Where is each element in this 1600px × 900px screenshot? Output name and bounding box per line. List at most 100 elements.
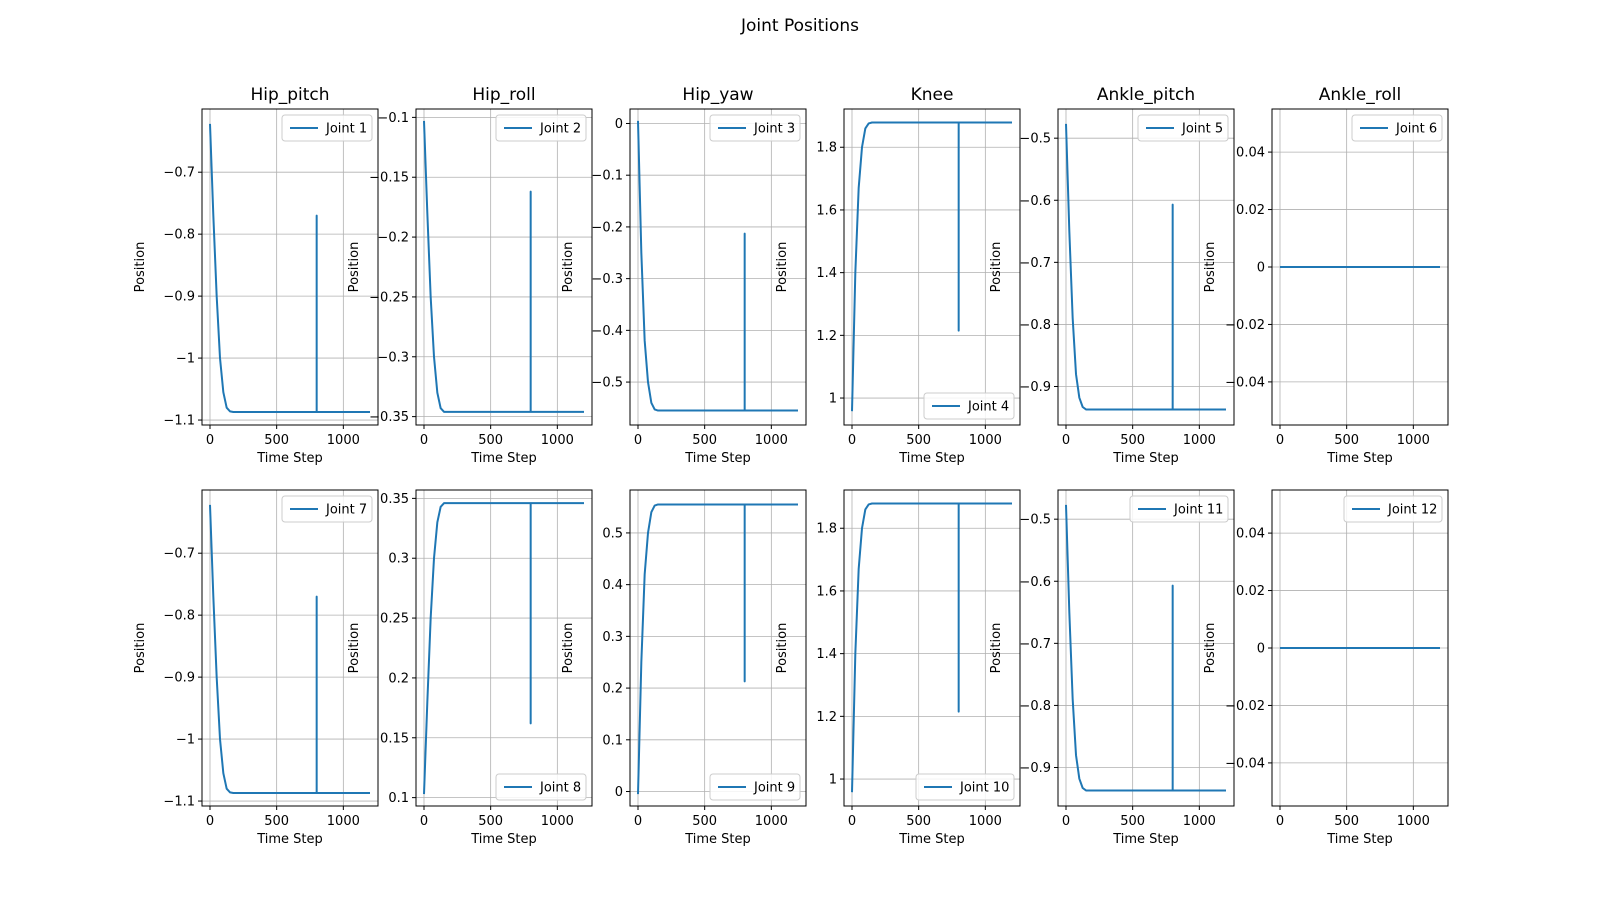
y-tick-label: 0.04 [1236, 527, 1265, 542]
legend: Joint 10 [915, 773, 1015, 801]
subplot-5: 0 500 1000 −0.9 −0.8 −0.7 −0.6 −0.5 Time Step Pos… [989, 85, 1235, 466]
legend-label: Joint 9 [753, 781, 795, 796]
legend-box [1343, 495, 1443, 523]
x-tick-label: 1000 [327, 814, 360, 829]
y-tick-label: −0.9 [163, 671, 195, 686]
x-axis-label: Time Step [684, 832, 751, 847]
x-tick-label: 500 [264, 433, 289, 448]
subplot-4: 0 500 1000 1 1.2 1.4 1.6 1.8 Time Step Position Kn… [775, 85, 1021, 466]
x-tick-label: 0 [420, 814, 428, 829]
x-axis-label: Time Step [684, 451, 751, 466]
y-tick-label: −0.8 [1019, 699, 1051, 714]
y-tick-label: 0 [1257, 261, 1265, 276]
legend-label: Joint 7 [325, 503, 367, 518]
series-line [209, 504, 370, 794]
y-axis-label: Position [561, 242, 576, 293]
y-axis-label: Position [1203, 623, 1218, 674]
x-tick-label: 1000 [1397, 433, 1430, 448]
legend: Joint 9 [709, 773, 801, 801]
y-tick-label: −0.02 [1225, 699, 1265, 714]
legend: Joint 3 [709, 114, 801, 142]
axes-frame [843, 489, 1021, 807]
y-tick-label: −1 [176, 733, 195, 748]
x-tick-label: 0 [1276, 814, 1284, 829]
legend-box [281, 114, 373, 142]
x-axis-label: Time Step [256, 832, 323, 847]
y-tick-label: −0.9 [1019, 761, 1051, 776]
x-tick-label: 1000 [541, 433, 574, 448]
y-tick-label: −0.7 [1019, 256, 1051, 271]
legend-label: Joint 8 [539, 781, 581, 796]
subplot-title: Hip_yaw [682, 85, 753, 105]
y-tick-label: −0.6 [1019, 575, 1051, 590]
axes-frame [843, 108, 1021, 426]
y-tick-label: −0.5 [1019, 513, 1051, 528]
subplot-12: 0 500 1000 −0.04 −0.02 0 0.02 0.04 Time Step Posi… [1203, 489, 1449, 847]
x-axis-label: Time Step [1112, 832, 1179, 847]
legend-box [709, 114, 801, 142]
y-tick-label: −0.4 [591, 324, 623, 339]
x-tick-label: 1000 [1183, 433, 1216, 448]
series-line [423, 502, 584, 795]
subplot-10: 0 500 1000 1 1.2 1.4 1.6 1.8 Time Step Position Jo… [775, 489, 1021, 847]
axes-frame [201, 489, 379, 807]
y-tick-label: −0.1 [377, 111, 409, 126]
y-tick-label: 0.1 [602, 733, 623, 748]
series-line [851, 502, 1012, 793]
x-tick-label: 0 [634, 814, 642, 829]
y-tick-label: 0 [1257, 642, 1265, 657]
y-tick-label: 0.3 [602, 630, 623, 645]
y-tick-label: −0.8 [163, 228, 195, 243]
y-tick-label: −0.02 [1225, 318, 1265, 333]
legend: Joint 8 [495, 773, 587, 801]
legend-label: Joint 11 [1173, 503, 1223, 518]
y-tick-label: 1 [829, 392, 837, 407]
y-axis-label: Position [347, 623, 362, 674]
subplot-title: Ankle_pitch [1097, 85, 1195, 105]
x-tick-label: 500 [906, 814, 931, 829]
legend-box [495, 773, 587, 801]
x-axis-label: Time Step [470, 451, 537, 466]
y-tick-label: 1 [829, 773, 837, 788]
x-axis-label: Time Step [256, 451, 323, 466]
y-tick-label: −0.1 [591, 169, 623, 184]
y-tick-label: 1.8 [816, 141, 837, 156]
legend-box [1351, 114, 1443, 142]
series-line [1065, 123, 1226, 411]
y-axis-label: Position [133, 242, 148, 293]
y-tick-label: −1 [176, 352, 195, 367]
y-tick-label: −0.7 [1019, 637, 1051, 652]
y-tick-label: 0.2 [602, 682, 623, 697]
subplot-title: Hip_pitch [250, 85, 329, 105]
series-line [1065, 504, 1226, 792]
x-axis-label: Time Step [470, 832, 537, 847]
y-tick-label: 0.15 [380, 731, 409, 746]
legend-label: Joint 5 [1181, 122, 1223, 137]
x-tick-label: 500 [478, 433, 503, 448]
legend-box [495, 114, 587, 142]
series-line [423, 120, 584, 413]
subplot-title: Ankle_roll [1319, 85, 1401, 105]
x-tick-label: 1000 [327, 433, 360, 448]
y-tick-label: 0.3 [388, 552, 409, 567]
legend-label: Joint 1 [325, 122, 367, 137]
legend-label: Joint 6 [1395, 122, 1437, 137]
y-tick-label: −0.5 [591, 376, 623, 391]
legend-label: Joint 2 [539, 122, 581, 137]
legend-label: Joint 4 [967, 400, 1009, 415]
y-tick-label: 0 [615, 785, 623, 800]
series-line [851, 121, 1012, 412]
subplot-3: 0 500 1000 −0.5 −0.4 −0.3 −0.2 −0.1 0 Time Step Po… [561, 85, 807, 466]
y-axis-label: Position [133, 623, 148, 674]
legend-label: Joint 3 [753, 122, 795, 137]
legend: Joint 1 [281, 114, 373, 142]
x-tick-label: 1000 [755, 433, 788, 448]
y-tick-label: 0 [615, 117, 623, 132]
series-line [209, 123, 370, 413]
x-axis-label: Time Step [1112, 451, 1179, 466]
y-tick-label: −0.8 [1019, 318, 1051, 333]
legend-box [915, 773, 1015, 801]
y-tick-label: −0.3 [591, 272, 623, 287]
y-tick-label: 1.4 [816, 647, 837, 662]
x-tick-label: 500 [1334, 814, 1359, 829]
